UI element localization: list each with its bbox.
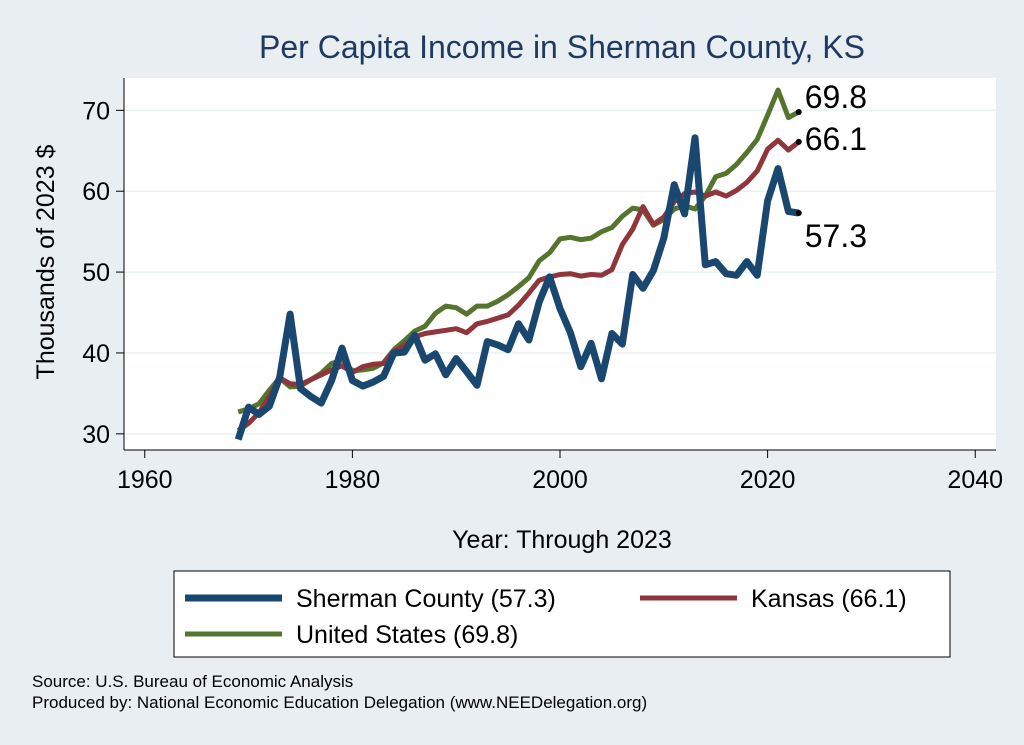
x-tick-label-1960: 1960 (117, 466, 173, 494)
legend-label-kansas: Kansas (66.1) (751, 585, 907, 613)
end-marker-united-states (795, 108, 802, 115)
x-axis-ticks: 1960 1980 2000 2020 2040 (117, 450, 1003, 494)
end-label-sherman-county: 57.3 (805, 218, 867, 254)
x-tick-label-1980: 1980 (325, 466, 381, 494)
y-tick-label-70: 70 (82, 97, 110, 125)
series-lines (234, 87, 801, 441)
y-tick-label-60: 60 (82, 178, 110, 206)
y-axis-label: Thousands of 2023 $ (32, 144, 60, 379)
end-marker-kansas (795, 138, 802, 145)
end-label-united-states: 69.8 (805, 79, 867, 115)
x-tick-label-2040: 2040 (947, 466, 1003, 494)
x-tick-label-2020: 2020 (740, 466, 796, 494)
chart-title: Per Capita Income in Sherman County, KS (259, 29, 865, 65)
x-tick-label-2000: 2000 (532, 466, 588, 494)
y-tick-label-50: 50 (82, 259, 110, 287)
y-axis-ticks: 30 40 50 60 70 (82, 97, 124, 449)
legend-label-sherman-county: Sherman County (57.3) (296, 585, 556, 613)
produced-by-note: Produced by: National Economic Education… (32, 693, 648, 712)
footer: Source: U.S. Bureau of Economic Analysis… (32, 671, 647, 713)
end-marker-sherman-county (795, 210, 802, 217)
legend-box (173, 570, 951, 658)
y-tick-label-40: 40 (82, 340, 110, 368)
legend: Sherman County (57.3) Kansas (66.1) Unit… (173, 570, 951, 658)
end-labels: 57.3 66.1 69.8 (795, 79, 867, 254)
x-axis-label: Year: Through 2023 (452, 526, 672, 554)
series-line-sherman-county (234, 134, 800, 441)
source-note: Source: U.S. Bureau of Economic Analysis (32, 672, 354, 691)
y-tick-label-30: 30 (82, 421, 110, 449)
end-label-kansas: 66.1 (805, 121, 867, 157)
legend-label-united-states: United States (69.8) (296, 621, 518, 649)
